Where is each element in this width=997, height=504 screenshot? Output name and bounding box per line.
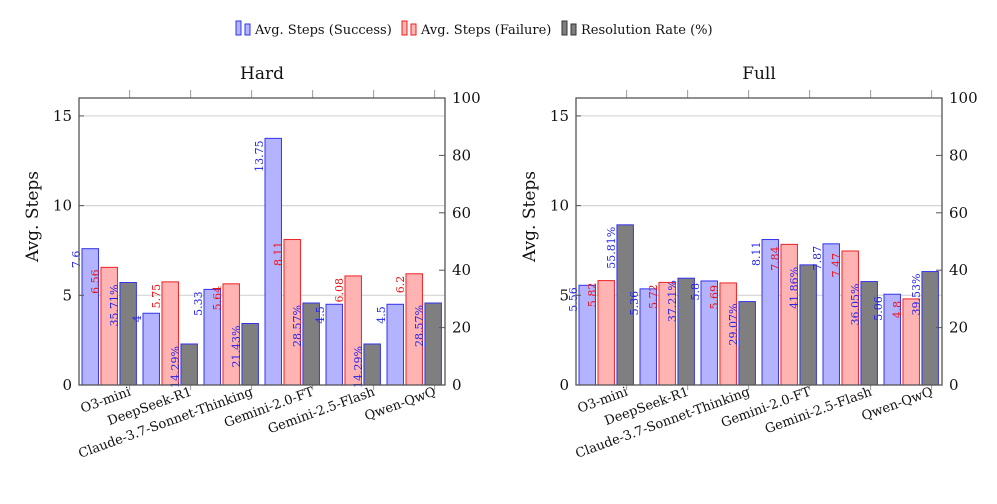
data-label: 6.08 — [333, 278, 346, 303]
legend-label: Avg. Steps (Failure) — [420, 23, 551, 38]
data-label: 5.82 — [586, 283, 599, 308]
legend-swatch — [570, 23, 577, 36]
data-label: 28.57% — [291, 305, 304, 347]
y2-tick-label: 80 — [452, 146, 471, 164]
data-label: 7.84 — [769, 246, 782, 271]
bar-resolution-rate-qwen-qwq — [921, 271, 939, 386]
data-label: 41.86% — [788, 267, 801, 309]
y2-tick-label: 100 — [949, 89, 978, 107]
data-label: 14.29% — [352, 346, 365, 388]
y-tick-label: 10 — [53, 197, 72, 215]
legend-item: Avg. Steps (Failure) — [401, 20, 551, 38]
legend-swatch — [401, 20, 408, 36]
legend-label: Avg. Steps (Success) — [254, 23, 392, 38]
bar-resolution-rate-gemini-2-0-ft — [799, 264, 817, 386]
data-label: 5.72 — [647, 284, 660, 309]
bar-avg-steps-success-deepseek-r1 — [142, 312, 160, 386]
data-label: 7.47 — [830, 253, 843, 278]
bar-resolution-rate-gemini-2-5-flash — [363, 343, 381, 386]
y2-tick-label: 100 — [452, 89, 481, 107]
data-label: 6.56 — [89, 269, 102, 294]
data-label: 5.06 — [872, 296, 885, 321]
data-label: 5.64 — [211, 286, 224, 311]
y2-tick-label: 0 — [949, 376, 959, 394]
data-label: 8.11 — [272, 242, 285, 266]
legend-swatch — [244, 23, 251, 36]
y2-tick-label: 40 — [452, 261, 471, 279]
data-label: 35.71% — [108, 285, 121, 327]
bar-resolution-rate-claude-3-7-sonnet-thinking — [738, 301, 756, 386]
data-label: 36.05% — [849, 284, 862, 326]
bar-avg-steps-success-gemini-2-5-flash — [325, 303, 343, 386]
data-label: 29.07% — [727, 304, 740, 346]
data-label: 5.75 — [150, 284, 163, 309]
legend-item: Resolution Rate (%) — [561, 20, 713, 38]
data-label: 5.33 — [192, 291, 205, 316]
legend-item: Avg. Steps (Success) — [235, 20, 392, 38]
data-label: 6.2 — [394, 276, 407, 294]
data-label: 4 — [131, 315, 144, 322]
data-label: 4.8 — [891, 301, 904, 319]
bar-avg-steps-failure-gemini-2-0-ft — [780, 243, 798, 386]
panel-title: Full — [742, 64, 776, 84]
data-label: 5.69 — [708, 285, 721, 310]
data-label: 55.81% — [605, 227, 618, 269]
chart-panel-hard: Hard7.66.5635.71%O3-mini45.7514.29%DeepS… — [23, 64, 481, 462]
y-axis-title: Avg. Steps — [23, 171, 43, 263]
y-tick-label: 15 — [550, 107, 569, 125]
plot-frame — [575, 97, 943, 386]
bar-avg-steps-success-o3-mini — [81, 248, 99, 386]
data-label: 7.6 — [70, 251, 83, 268]
y2-tick-label: 40 — [949, 261, 968, 279]
legend-swatch — [235, 20, 242, 36]
y2-tick-label: 60 — [949, 204, 968, 222]
bar-avg-steps-failure-o3-mini — [597, 280, 615, 386]
data-label: 37.21% — [666, 280, 679, 322]
x-tick-label: Gemini-2.5-Flash — [266, 384, 377, 437]
bar-resolution-rate-deepseek-r1 — [180, 343, 198, 386]
data-label: 13.75 — [253, 140, 266, 172]
data-label: 4.5 — [375, 306, 388, 324]
data-label: 39.53% — [910, 274, 923, 316]
y2-tick-label: 20 — [949, 319, 968, 337]
chart-legend: Avg. Steps (Success) Avg. Steps (Failure)… — [235, 20, 713, 38]
data-label: 7.87 — [811, 246, 824, 271]
data-label: 8.11 — [750, 242, 763, 266]
legend-swatch — [410, 23, 417, 36]
y2-tick-label: 80 — [949, 146, 968, 164]
legend-label: Resolution Rate (%) — [581, 23, 713, 38]
y-tick-label: 10 — [550, 197, 569, 215]
data-label: 4.5 — [314, 306, 327, 324]
y-tick-label: 0 — [62, 376, 72, 394]
y-tick-label: 5 — [559, 286, 569, 304]
bar-resolution-rate-claude-3-7-sonnet-thinking — [241, 322, 259, 386]
panel-title: Hard — [240, 64, 284, 84]
y2-tick-label: 20 — [452, 319, 471, 337]
y-tick-label: 0 — [559, 376, 569, 394]
y2-tick-label: 60 — [452, 204, 471, 222]
data-label: 14.29% — [169, 346, 182, 388]
y-tick-label: 15 — [53, 107, 72, 125]
data-label: 28.57% — [413, 305, 426, 347]
data-label: 5.56 — [567, 287, 580, 312]
data-label: 5.8 — [689, 283, 702, 301]
bar-resolution-rate-o3-mini — [119, 282, 137, 386]
legend-swatch — [561, 20, 568, 36]
data-label: 5.36 — [628, 291, 641, 316]
y-axis-title: Avg. Steps — [520, 171, 540, 263]
y2-tick-label: 0 — [452, 376, 462, 394]
x-tick-label: Gemini-2.5-Flash — [763, 384, 874, 437]
data-label: 21.43% — [230, 325, 243, 367]
bar-avg-steps-success-qwen-qwq — [386, 303, 404, 386]
y-tick-label: 5 — [62, 286, 72, 304]
plot-frame — [78, 97, 446, 386]
bar-resolution-rate-qwen-qwq — [424, 302, 442, 386]
